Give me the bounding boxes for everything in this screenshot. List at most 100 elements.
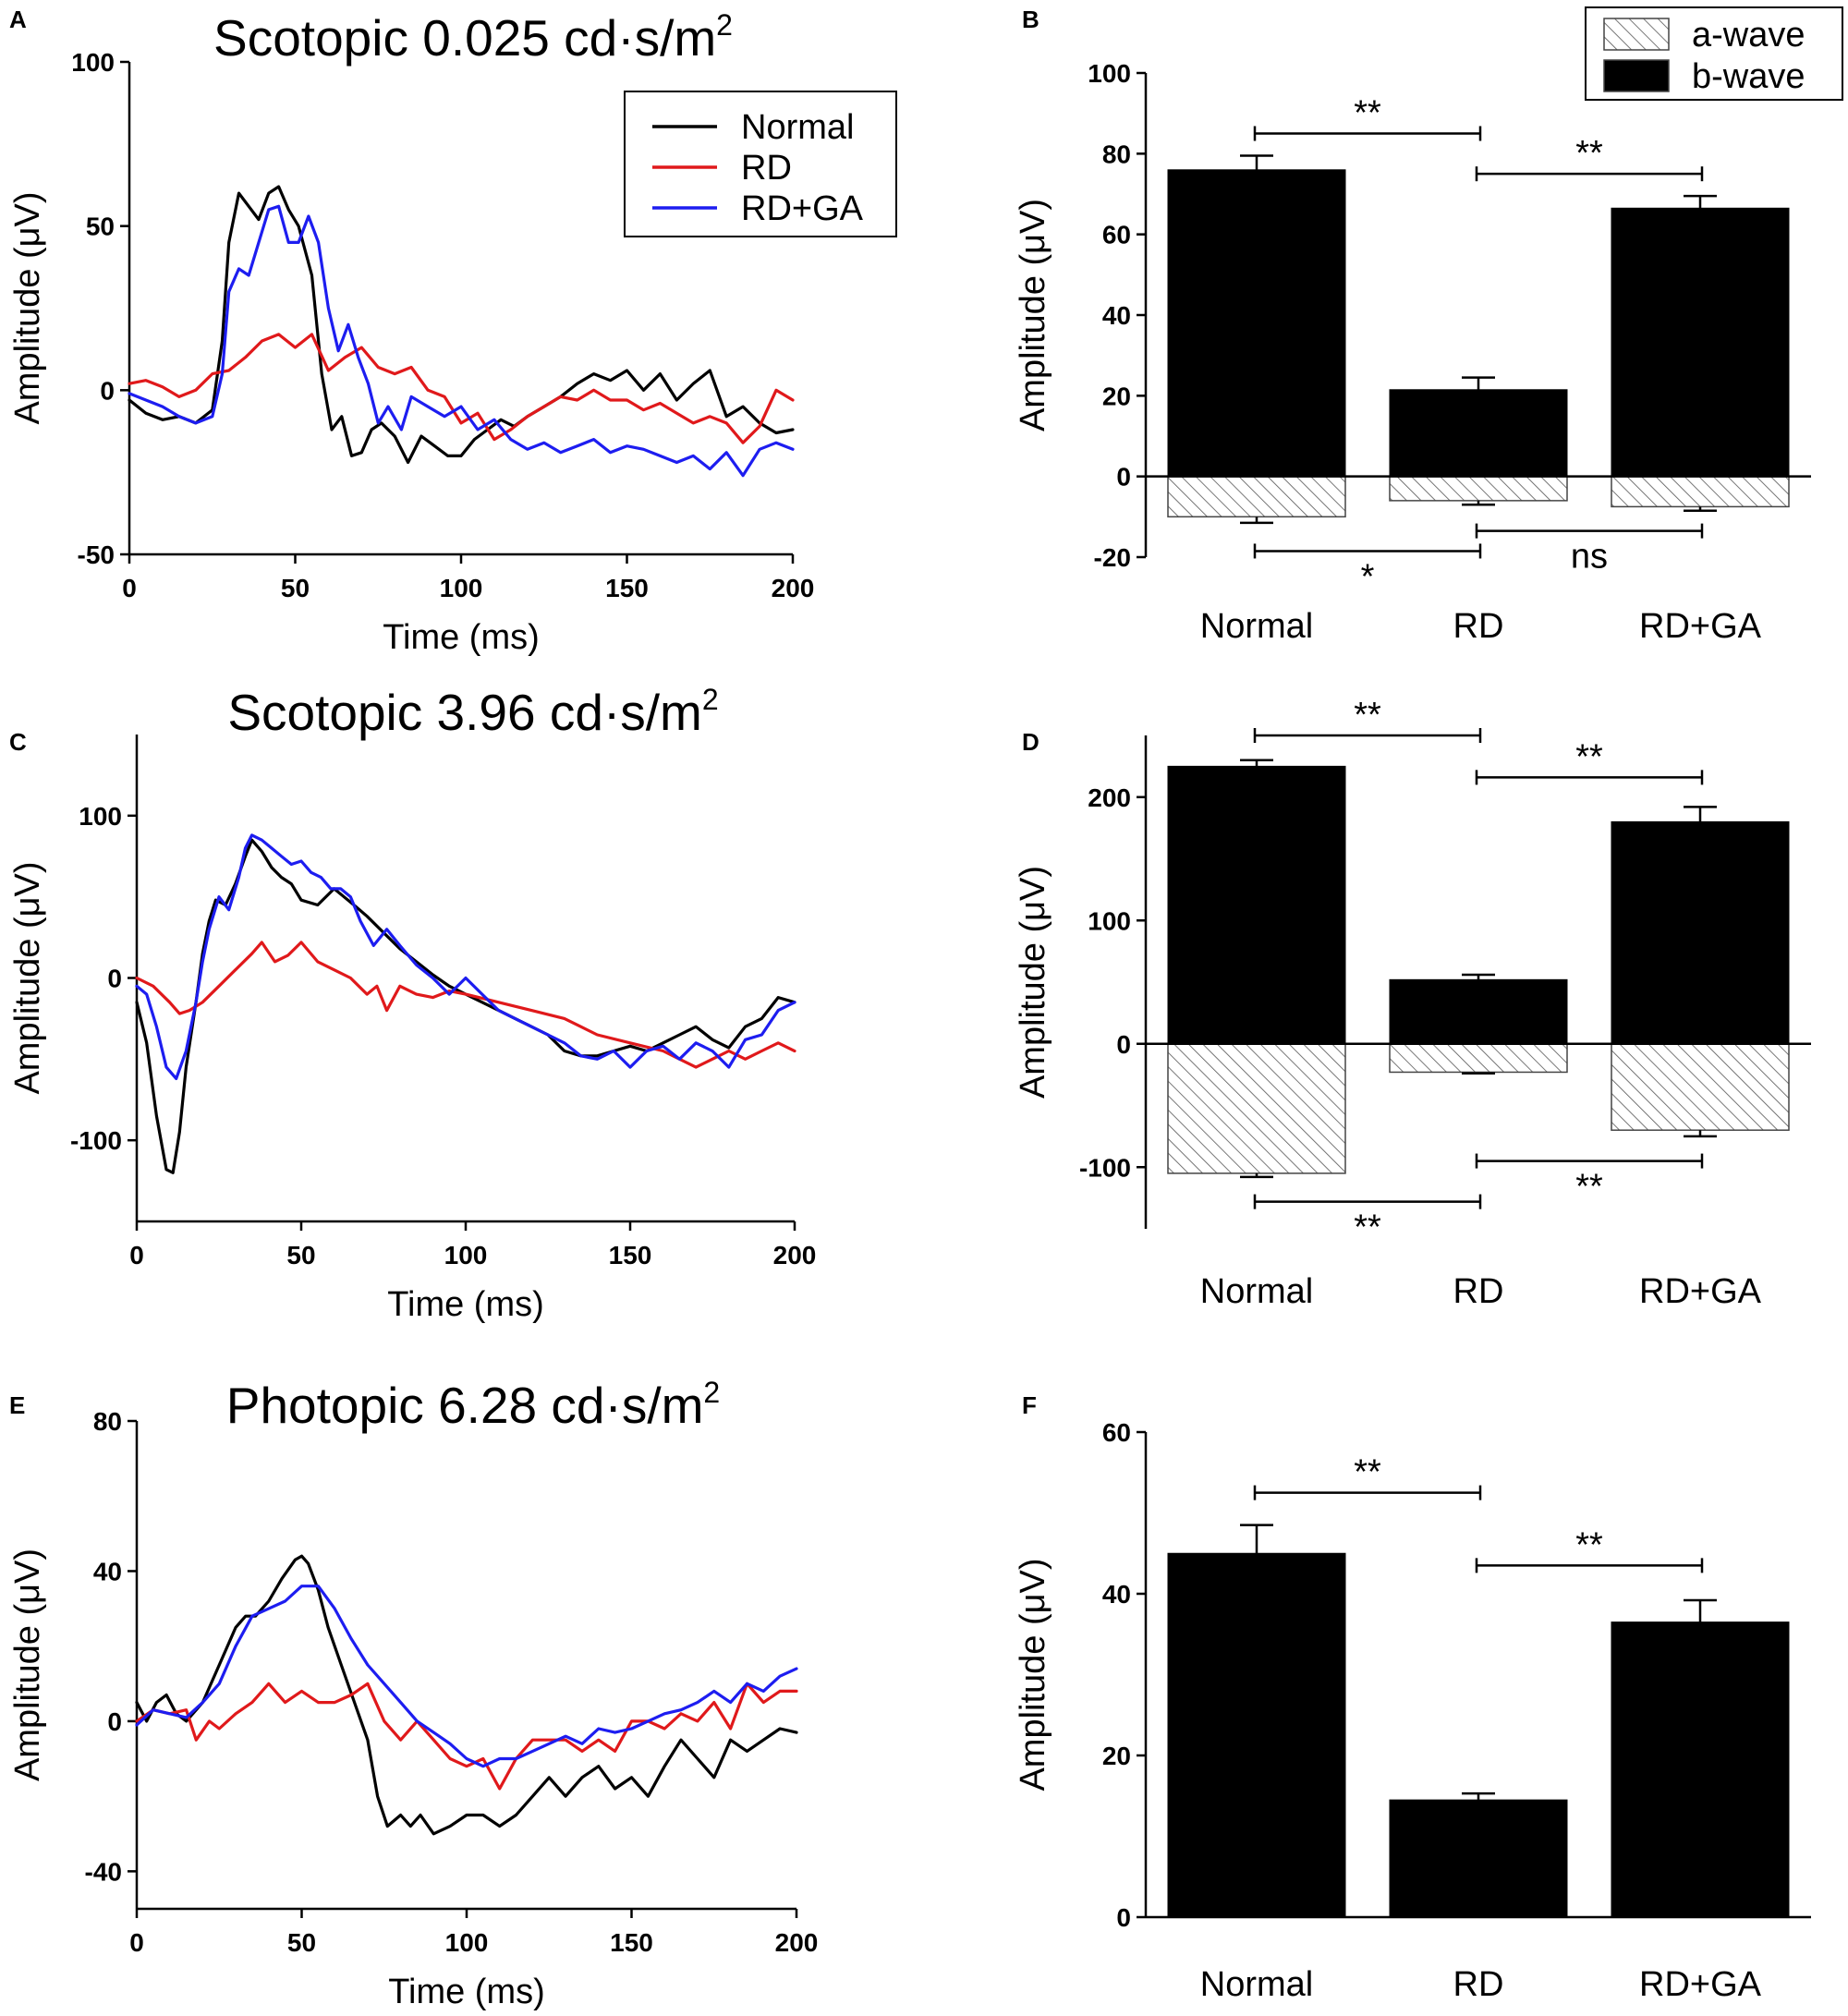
panel-e-title: Photopic 6.28 cd·s/m2 — [226, 1376, 720, 1434]
panel-b-bar-b-wave-normal — [1167, 169, 1346, 478]
panel-f-letter: F — [1022, 1391, 1037, 1419]
panel-f-significance-bracket: ** — [1475, 1525, 1704, 1573]
panel-d-y-tick-label: -100 — [1079, 1153, 1131, 1182]
panel-b-legend-label-a-wave: a-wave — [1692, 16, 1805, 55]
panel-c-y-tick-label: 0 — [107, 965, 122, 993]
panel-c-title: Scotopic 3.96 cd·s/m2 — [227, 683, 718, 741]
panel-f-category-label: RD+GA — [1639, 1965, 1762, 2004]
panel-c-y-tick-label: -100 — [70, 1126, 122, 1155]
panel-a-legend-box — [624, 91, 897, 237]
panel-c-y-axis-label: Amplitude (μV) — [8, 861, 47, 1094]
panel-c-letter: C — [9, 728, 27, 756]
panel-a-y-tick-label: 0 — [100, 376, 115, 405]
panel-f-significance-label: ** — [1575, 1525, 1603, 1564]
panel-e-y-tick-label: 0 — [107, 1707, 122, 1736]
panel-b-y-tick-label: 0 — [1116, 463, 1131, 492]
panel-b-category-label: RD — [1453, 607, 1504, 646]
panel-b-y-tick-label: 40 — [1102, 301, 1131, 330]
panel-a-series-normal — [128, 185, 795, 465]
panel-b-significance-bracket: ** — [1253, 94, 1482, 141]
panel-d-category-label: RD+GA — [1639, 1272, 1762, 1311]
panel-a-legend-label-rd-ga: RD+GA — [741, 189, 864, 228]
panel-a-series-rd — [128, 333, 795, 444]
panel-a-x-tick-label: 50 — [281, 574, 310, 602]
panel-b-significance-label: ** — [1575, 134, 1603, 173]
panel-c-title-superscript: 2 — [702, 683, 719, 716]
panel-b-legend-swatch-b-wave — [1603, 59, 1670, 92]
panel-c: C Amplitude (μV) -100 0 100 Scotopic 3.96 cd·… — [8, 683, 816, 1324]
panel-e-x-tick-label: 200 — [775, 1928, 819, 1957]
panel-f-y-tick-label: 60 — [1102, 1418, 1131, 1447]
panel-b-bar-b-wave-rd — [1389, 389, 1568, 478]
panel-b-significance-label: * — [1361, 557, 1375, 596]
panel-d: D Amplitude (μV) -100 0 100 200 Normal RD RD+GA *… — [1014, 696, 1811, 1311]
panel-a-x-tick-label: 100 — [440, 574, 483, 602]
panel-b-bar-a-wave-normal — [1167, 475, 1346, 518]
panel-d-significance-label: ** — [1354, 1208, 1381, 1247]
panel-a-y-axis-label: Amplitude (μV) — [8, 191, 47, 424]
panel-b-significance-bracket: ** — [1475, 134, 1704, 182]
panel-a-y-tick-label: 50 — [86, 213, 115, 241]
panel-b-y-tick-label: 20 — [1102, 382, 1131, 410]
panel-e-y-tick-label: -40 — [85, 1857, 122, 1886]
panel-f-significance-bracket: ** — [1253, 1453, 1482, 1500]
panel-e-x-tick-label: 50 — [287, 1928, 316, 1957]
panel-b-y-axis-label: Amplitude (μV) — [1014, 199, 1052, 431]
panel-d-significance-label: ** — [1575, 1168, 1603, 1207]
panel-d-bar-b-wave-rd — [1389, 978, 1568, 1045]
panel-e-letter: E — [9, 1391, 25, 1419]
panel-f-significance-label: ** — [1354, 1453, 1381, 1492]
panel-b-significance-label: ** — [1354, 94, 1381, 133]
panel-f-bar-b-wave-normal — [1167, 1552, 1346, 1918]
panel-a-legend-label-rd: RD — [741, 149, 792, 188]
panel-a-title: Scotopic 0.025 cd·s/m2 — [213, 8, 733, 67]
panel-d-bar-b-wave-normal — [1167, 765, 1346, 1045]
panel-b-y-tick-label: 60 — [1102, 221, 1131, 249]
panel-e-x-tick-label: 0 — [129, 1928, 144, 1957]
panel-a-legend-label-normal: Normal — [741, 108, 854, 147]
panel-b-significance-bracket: * — [1253, 543, 1482, 596]
panel-b-legend-label-b-wave: b-wave — [1692, 57, 1805, 96]
panel-d-letter: D — [1022, 728, 1040, 756]
panel-f-category-label: RD — [1453, 1965, 1504, 2004]
panel-e-y-tick-label: 80 — [93, 1407, 122, 1436]
panel-f-bar-b-wave-rd — [1389, 1799, 1568, 1918]
panel-f-bar-b-wave-rd-ga — [1611, 1621, 1790, 1918]
panel-d-significance-bracket: ** — [1475, 1153, 1704, 1207]
panel-c-x-axis-label: Time (ms) — [387, 1285, 544, 1324]
panel-b-significance-label: ns — [1571, 538, 1608, 577]
panel-f-y-tick-label: 40 — [1102, 1580, 1131, 1609]
panel-a-letter: A — [9, 6, 27, 33]
panel-e-x-tick-label: 100 — [445, 1928, 489, 1957]
panel-b-category-label: Normal — [1200, 607, 1313, 646]
panel-d-category-label: Normal — [1200, 1272, 1313, 1311]
panel-b-y-tick-label: 100 — [1088, 59, 1131, 88]
panel-c-x-tick-label: 100 — [444, 1241, 488, 1269]
panel-e: E Amplitude (μV) -40 0 40 80 Photopic 6.28 cd·… — [8, 1376, 818, 2011]
panel-e-series-rd — [135, 1682, 798, 1791]
panel-b-y-tick-label: -20 — [1094, 543, 1131, 572]
panel-c-x-tick-label: 0 — [129, 1241, 144, 1269]
panel-e-x-axis-label: Time (ms) — [388, 1973, 545, 2011]
panel-e-series-normal — [135, 1554, 798, 1836]
panel-f: F Amplitude (μV) 0 20 40 60 Normal RD RD+GA ** ** — [1014, 1391, 1811, 2004]
panel-b-letter: B — [1022, 6, 1040, 33]
panel-b-bar-a-wave-rd-ga — [1611, 475, 1790, 508]
panel-a-title-superscript: 2 — [716, 8, 733, 42]
panel-a-y-tick-label: -50 — [78, 540, 115, 569]
panel-d-bar-a-wave-rd-ga — [1611, 1043, 1790, 1131]
panel-e-series-rd-ga — [135, 1585, 798, 1768]
panel-d-y-tick-label: 100 — [1088, 906, 1131, 935]
panel-b-bar-b-wave-rd-ga — [1611, 207, 1790, 478]
panel-c-x-tick-label: 50 — [286, 1241, 315, 1269]
panel-f-category-label: Normal — [1200, 1965, 1313, 2004]
panel-d-significance-label: ** — [1354, 696, 1381, 735]
panel-f-y-tick-label: 20 — [1102, 1742, 1131, 1770]
panel-d-y-tick-label: 0 — [1116, 1030, 1131, 1059]
panel-d-significance-bracket: ** — [1253, 696, 1482, 743]
panel-f-y-axis-label: Amplitude (μV) — [1014, 1558, 1052, 1791]
panel-a-x-tick-label: 0 — [122, 574, 137, 602]
